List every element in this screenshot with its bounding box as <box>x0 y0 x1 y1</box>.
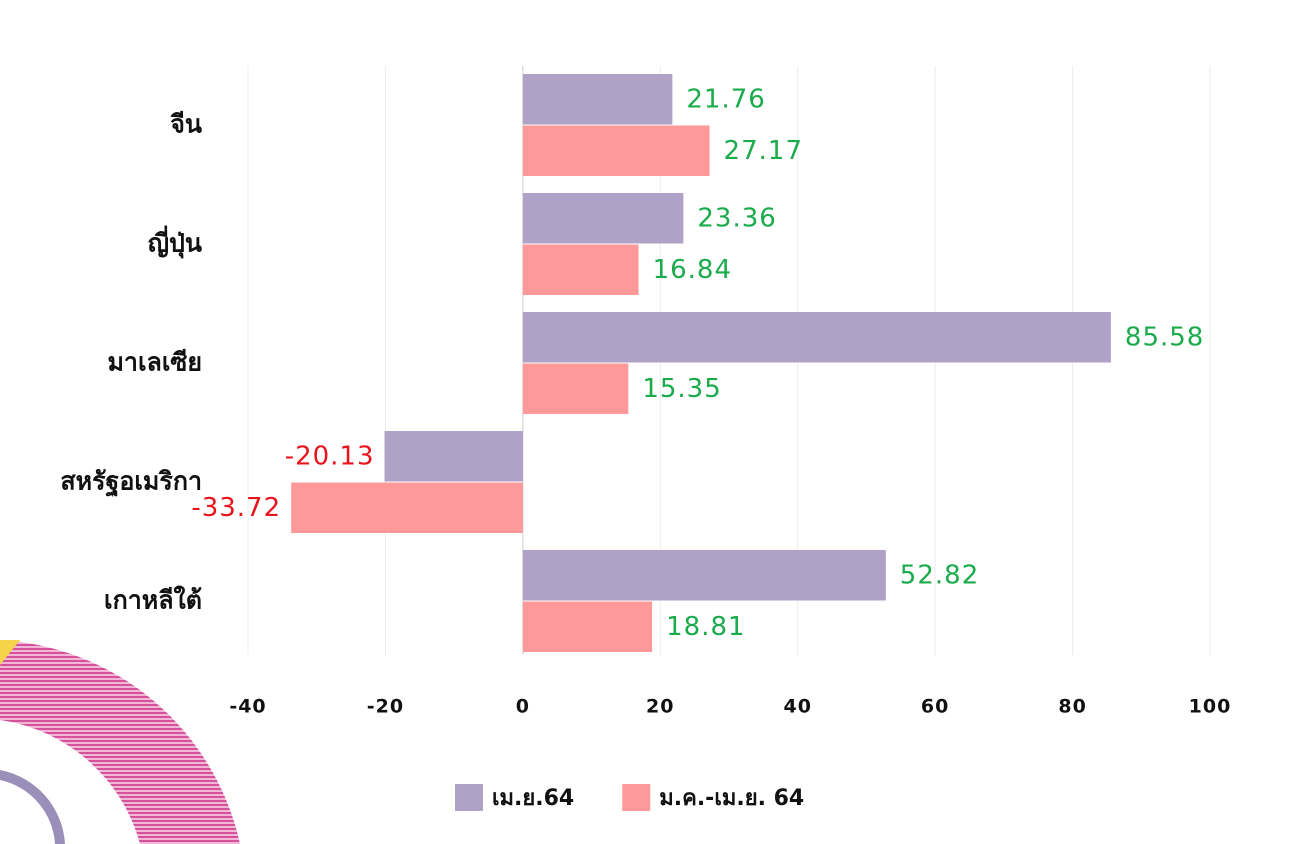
value-label: 27.17 <box>724 136 803 166</box>
value-label: -20.13 <box>285 441 375 471</box>
x-tick-label: 40 <box>783 696 811 718</box>
y-tick-label: ญี่ปุ่น <box>148 226 202 260</box>
value-label: 18.81 <box>666 612 745 642</box>
x-tick-label: -20 <box>367 696 404 718</box>
bar <box>522 363 629 414</box>
value-label: 21.76 <box>686 84 765 114</box>
y-tick-label: มาเลเซีย <box>107 348 202 377</box>
x-tick-label: 80 <box>1058 696 1086 718</box>
decoration <box>0 640 240 844</box>
y-tick-label: จีน <box>170 110 202 139</box>
bar <box>522 312 1111 363</box>
legend-label: เม.ย.64 <box>492 786 574 811</box>
value-label: 85.58 <box>1125 322 1204 352</box>
bar <box>522 601 653 652</box>
y-tick-label: เกาหลีใต้ <box>104 585 202 615</box>
value-label: 23.36 <box>697 203 776 233</box>
legend-swatch <box>622 784 651 811</box>
bar <box>384 431 523 482</box>
x-tick-label: 20 <box>646 696 674 718</box>
bar <box>522 550 886 601</box>
y-tick-label: สหรัฐอเมริกา <box>60 467 202 498</box>
legend-swatch <box>455 784 483 811</box>
x-tick-label: 0 <box>516 696 530 718</box>
x-tick-label: -40 <box>229 696 266 718</box>
value-label: -33.72 <box>191 493 281 523</box>
x-tick-label: 60 <box>921 696 949 718</box>
bar <box>522 74 673 125</box>
bar <box>522 193 684 244</box>
x-tick-label: 100 <box>1189 696 1232 718</box>
value-label: 15.35 <box>642 374 721 404</box>
value-label: 52.82 <box>900 560 979 590</box>
value-label: 16.84 <box>653 255 732 285</box>
bar <box>291 482 523 533</box>
legend-label: ม.ค.-เม.ย. 64 <box>659 786 804 811</box>
bar <box>522 125 710 176</box>
bar <box>522 244 639 295</box>
